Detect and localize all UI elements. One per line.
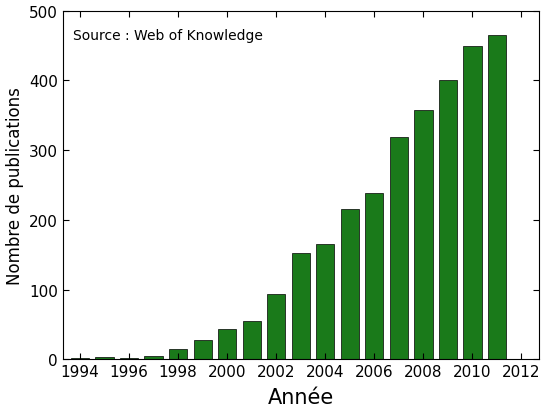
- Bar: [390, 138, 408, 359]
- Bar: [463, 47, 482, 359]
- Bar: [71, 358, 89, 359]
- Bar: [267, 295, 286, 359]
- Bar: [95, 357, 114, 359]
- X-axis label: Année: Année: [267, 387, 334, 408]
- Bar: [218, 330, 236, 359]
- Bar: [488, 36, 506, 359]
- Text: Source : Web of Knowledge: Source : Web of Knowledge: [73, 29, 262, 43]
- Bar: [438, 81, 457, 359]
- Bar: [292, 253, 310, 359]
- Bar: [193, 340, 212, 359]
- Bar: [145, 356, 163, 359]
- Bar: [169, 350, 187, 359]
- Y-axis label: Nombre de publications: Nombre de publications: [5, 87, 24, 284]
- Bar: [243, 321, 261, 359]
- Bar: [340, 210, 359, 359]
- Bar: [365, 194, 384, 359]
- Bar: [414, 110, 432, 359]
- Bar: [120, 358, 138, 359]
- Bar: [316, 244, 334, 359]
